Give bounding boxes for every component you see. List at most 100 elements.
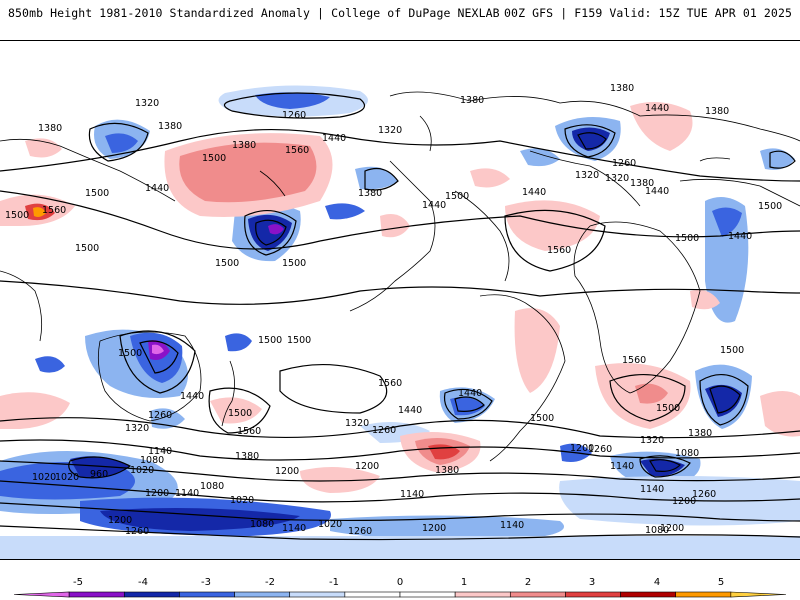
- contour-label: 1560: [622, 355, 646, 366]
- contour-label: 1200: [570, 443, 594, 454]
- contour-label: 1080: [675, 448, 699, 459]
- coastline: [419, 115, 432, 152]
- contour-label: 1320: [125, 423, 149, 434]
- contour-label: 1500: [118, 348, 142, 359]
- colorbar-ticks: -5 -4 -3 -2 -1 0 1 2 3 4 5: [73, 577, 724, 588]
- contour-line: [68, 456, 132, 479]
- contour-label: 1560: [237, 426, 261, 437]
- contour-label: 1500: [530, 413, 554, 424]
- contour-line: [0, 280, 800, 305]
- anomaly-positive: [33, 207, 46, 217]
- contour-label: 1080: [645, 525, 669, 536]
- coastline: [479, 294, 566, 462]
- contour-label: 1140: [175, 488, 199, 499]
- anomaly-negative: [35, 356, 65, 373]
- contour-line: [454, 396, 485, 412]
- contour-label: 1140: [282, 523, 306, 534]
- contour-line: [699, 374, 749, 426]
- anomaly-negative: [705, 384, 742, 417]
- contour-line: [504, 209, 606, 272]
- contour-label: 1500: [445, 191, 469, 202]
- contour-label: 1260: [348, 526, 372, 537]
- contour-line: [119, 330, 196, 394]
- height-contours: [0, 92, 800, 541]
- colorbar-segment: [234, 591, 291, 598]
- contour-label: 1320: [605, 173, 629, 184]
- colorbar-tick-label: 2: [525, 577, 531, 588]
- anomaly-positive: [760, 391, 800, 437]
- colorbar-segment: [620, 591, 677, 598]
- anomaly-positive: [380, 213, 410, 238]
- colorbar-tick-label: 4: [654, 577, 660, 588]
- contour-label: 1320: [640, 435, 664, 446]
- colorbar-segment: [454, 591, 511, 598]
- coastlines: [0, 91, 800, 462]
- contour-line: [279, 363, 388, 414]
- contour-line: [0, 439, 800, 461]
- anomaly-positive: [210, 397, 262, 424]
- coastline: [529, 150, 641, 207]
- contour-label: 1080: [250, 519, 274, 530]
- anomaly-positive: [514, 308, 560, 393]
- coastline: [259, 170, 286, 197]
- colorbar-tick-label: -3: [201, 577, 211, 588]
- anomaly-negative: [0, 536, 800, 559]
- colorbar-segment: [68, 591, 125, 598]
- anomaly-positive: [635, 383, 668, 404]
- contour-label: 1200: [275, 466, 299, 477]
- anomaly-map: 1320 1260 1380 1380 1440 1380 1380 1440 …: [0, 40, 800, 560]
- colorbar-segment: [399, 591, 456, 598]
- colorbar-segment: [675, 591, 732, 598]
- colorbar-segment: [730, 591, 787, 598]
- contour-label: 1560: [547, 245, 571, 256]
- contour-label: 1200: [108, 515, 132, 526]
- contour-label: 1140: [610, 461, 634, 472]
- contour-label: 1560: [285, 145, 309, 156]
- colorbar-segment: [179, 591, 235, 598]
- contour-label: 1380: [630, 178, 654, 189]
- anomaly-positive: [179, 142, 317, 203]
- anomaly-colorbar: -5 -4 -3 -2 -1 0 1 2 3 4 5: [13, 577, 787, 598]
- contour-line: [443, 388, 493, 420]
- colorbar-segment: [13, 591, 70, 598]
- contour-label: 1200: [355, 461, 379, 472]
- contour-line: [0, 460, 800, 482]
- contour-label: 1140: [148, 446, 172, 457]
- contour-label: 1500: [202, 153, 226, 164]
- contour-label: 1380: [232, 140, 256, 151]
- anomaly-shading: [0, 85, 800, 559]
- anomaly-positive: [470, 168, 510, 188]
- contour-label: 1500: [675, 233, 699, 244]
- coastline: [221, 360, 235, 427]
- anomaly-positive: [25, 138, 62, 158]
- contour-line: [0, 417, 800, 439]
- contour-label: 1320: [378, 125, 402, 136]
- contour-label: 1500: [5, 210, 29, 221]
- contour-label: 1380: [38, 123, 62, 134]
- contour-line: [577, 132, 607, 150]
- coastline: [699, 157, 731, 162]
- anomaly-negative: [330, 515, 564, 541]
- contour-line: [244, 210, 297, 256]
- model-valid-time: 00Z GFS | F159 Valid: 15Z TUE APR 01 202…: [504, 6, 792, 20]
- anomaly-positive: [690, 289, 720, 310]
- contour-label: 1260: [372, 425, 396, 436]
- contour-label: 1500: [85, 188, 109, 199]
- contour-label: 1020: [130, 465, 154, 476]
- anomaly-negative: [152, 344, 164, 355]
- contour-line: [649, 459, 681, 472]
- anomaly-negative: [100, 507, 300, 531]
- contour-label: 1500: [720, 345, 744, 356]
- contour-label: 1440: [145, 183, 169, 194]
- anomaly-positive: [505, 200, 600, 251]
- contour-label: 1500: [282, 258, 306, 269]
- contour-label: 1260: [282, 110, 306, 121]
- contour-line: [223, 92, 365, 119]
- contour-line: [0, 525, 800, 541]
- contour-label: 1260: [692, 489, 716, 500]
- contour-label: 1380: [705, 106, 729, 117]
- contour-label: 1440: [645, 186, 669, 197]
- contour-label: 1380: [435, 465, 459, 476]
- anomaly-negative: [325, 203, 365, 220]
- contour-label: 1380: [460, 95, 484, 106]
